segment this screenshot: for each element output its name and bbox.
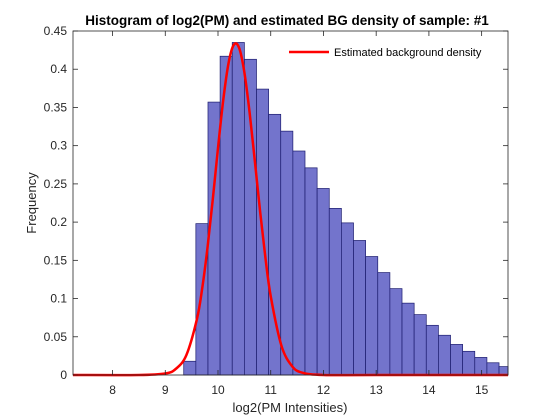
- y-tick-label: 0.2: [50, 215, 67, 229]
- x-axis-label: log2(PM Intensities): [233, 400, 348, 415]
- histogram-bar: [462, 350, 476, 376]
- x-tick-label: 8: [109, 383, 116, 397]
- histogram-bar: [498, 366, 509, 376]
- axes-box: [72, 30, 509, 376]
- histogram-bar: [353, 240, 366, 376]
- histogram-bar: [244, 58, 257, 376]
- y-tick-label: 0.15: [44, 253, 68, 267]
- y-axis-label: Frequency: [24, 172, 39, 234]
- histogram-bar: [365, 256, 379, 376]
- histogram-bar: [341, 222, 354, 376]
- y-tick-label: 0.45: [44, 24, 68, 38]
- background-density-curve: [72, 42, 508, 377]
- histogram-bar: [438, 334, 451, 376]
- y-tick-label: 0.4: [50, 62, 67, 76]
- x-tick-label: 9: [162, 383, 169, 397]
- x-tick-label: 11: [264, 383, 277, 397]
- y-tick-label: 0.1: [50, 292, 67, 306]
- y-tick-label: 0.05: [44, 330, 68, 344]
- histogram-bar: [450, 344, 464, 376]
- histogram-bar: [280, 130, 294, 376]
- y-tick-label: 0: [60, 368, 67, 382]
- x-tick-label: 12: [317, 383, 331, 397]
- x-tick-label: 15: [475, 383, 489, 397]
- histogram-bar: [474, 357, 488, 376]
- histogram-bar: [231, 42, 245, 376]
- x-axis-ticks: 8 9 10 11 12 13 14 15: [109, 31, 489, 397]
- x-tick-label: 14: [422, 383, 436, 397]
- histogram-bar: [389, 288, 403, 376]
- y-tick-label: 0.25: [44, 177, 68, 191]
- legend-entry-background-density: Estimated background density: [334, 47, 482, 59]
- x-tick-label: 10: [211, 383, 225, 397]
- histogram-bar: [425, 324, 439, 376]
- y-axis-ticks: 0 0.05 0.1 0.15 0.2 0.25 0.3 0.35 0.4 0.45: [44, 24, 508, 382]
- histogram-bar: [304, 167, 318, 376]
- chart-title: Histogram of log2(PM) and estimated BG d…: [85, 13, 489, 28]
- histogram-bar: [292, 150, 306, 376]
- legend: Estimated background density: [281, 40, 502, 64]
- histogram-bars: [183, 42, 509, 376]
- histogram-bar: [195, 223, 209, 376]
- y-tick-label: 0.3: [50, 139, 67, 153]
- histogram-bar: [401, 302, 415, 376]
- histogram-bar: [413, 314, 427, 376]
- histogram-bar: [316, 188, 330, 376]
- histogram-bar: [328, 208, 342, 376]
- y-tick-label: 0.35: [44, 100, 68, 114]
- histogram-bar: [377, 272, 391, 376]
- x-tick-label: 13: [370, 383, 384, 397]
- histogram-bar: [183, 360, 197, 376]
- histogram-bar: [486, 362, 500, 376]
